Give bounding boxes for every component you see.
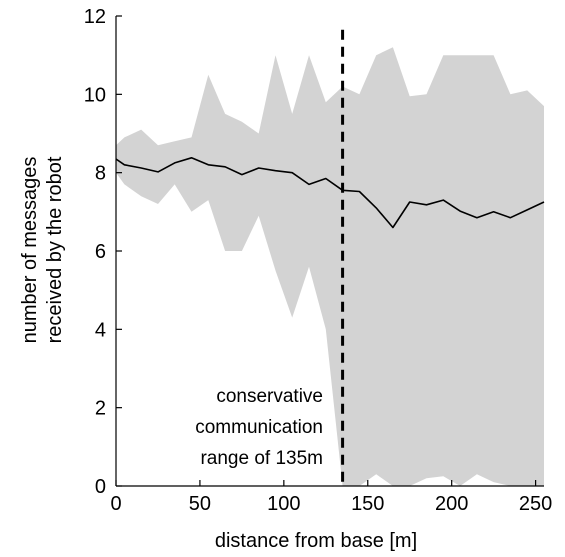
annotation-line-2: communication: [195, 417, 323, 438]
y-axis-title-line2: received by the robot: [44, 156, 66, 343]
x-tick-label: 200: [435, 493, 468, 515]
x-tick-label: 50: [189, 493, 211, 515]
y-tick-label: 2: [95, 398, 106, 420]
x-tick-label: 0: [110, 493, 121, 515]
axes: 0 2 4 6 8 10 12 0 50 100 150 200 250: [84, 6, 553, 515]
x-axis-title: distance from base [m]: [215, 530, 417, 552]
plot-area: [115, 29, 545, 487]
y-tick-label: 0: [95, 476, 106, 498]
min-max-range-band: [116, 47, 544, 487]
y-tick-label: 6: [95, 241, 106, 263]
x-tick-label: 250: [519, 493, 552, 515]
x-tick-label: 150: [351, 493, 384, 515]
x-tick-label: 100: [267, 493, 300, 515]
text-layer: distance from base [m] number of message…: [19, 156, 417, 552]
annotation-line-3: range of 135m: [200, 448, 323, 469]
mean-line: [115, 157, 545, 229]
y-tick-label: 8: [95, 163, 106, 185]
y-axis-title-line1: number of messages: [19, 157, 41, 344]
annotation-line-1: conservative: [216, 386, 323, 407]
y-tick-label: 4: [95, 319, 106, 341]
y-tick-label: 12: [84, 6, 106, 28]
y-tick-label: 10: [84, 84, 106, 106]
